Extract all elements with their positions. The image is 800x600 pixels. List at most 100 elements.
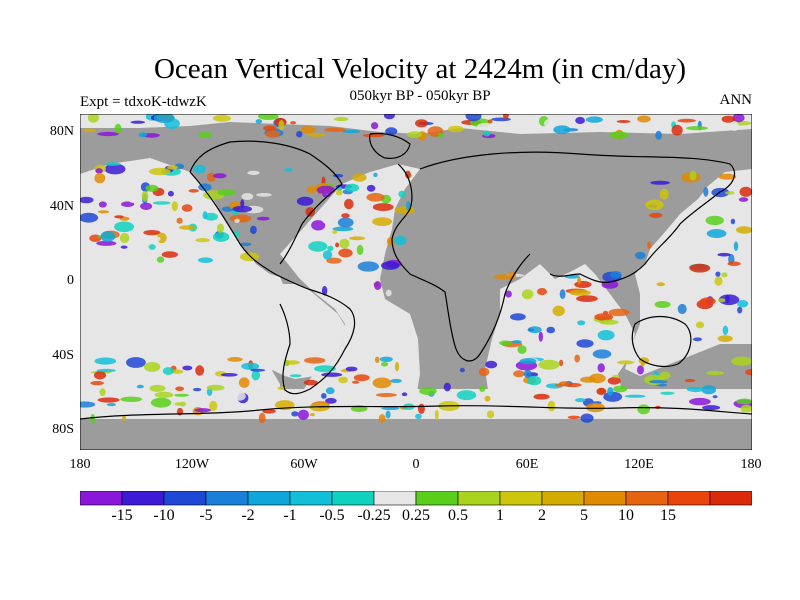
velocity-blob [239,252,260,262]
velocity-blob [209,400,218,411]
velocity-blob [304,357,326,364]
velocity-blob [83,128,96,133]
colorbar-box [331,491,375,506]
velocity-blob [599,319,619,325]
velocity-blob [655,130,662,140]
velocity-blob [373,172,378,178]
velocity-blob [736,398,752,405]
velocity-blob [437,132,443,139]
velocity-blob [258,412,266,424]
velocity-blob [721,272,728,278]
velocity-blob [544,118,557,129]
velocity-blob [96,368,116,373]
lat-label-0: 0 [67,273,74,288]
velocity-blob [677,118,696,123]
velocity-blob [640,361,645,367]
colorbar-box [541,491,585,506]
velocity-blob [353,374,370,382]
velocity-blob [730,121,739,132]
velocity-blob [284,168,293,172]
velocity-blob [502,114,509,119]
velocity-blob [699,297,716,305]
velocity-blob [379,356,393,362]
velocity-blob [715,271,721,277]
velocity-blob [95,168,103,174]
velocity-blob [262,409,276,414]
velocity-blob [338,376,348,384]
velocity-blob [194,408,212,413]
velocity-blob [487,119,493,124]
velocity-blob [309,413,315,417]
lat-label-80s: 80S [52,422,74,437]
velocity-blob [152,201,171,205]
velocity-blob [511,340,522,344]
velocity-blob [706,229,727,238]
velocity-blob [325,397,337,404]
velocity-blob [401,392,408,397]
velocity-blob [321,393,327,399]
velocity-blob [250,225,257,235]
velocity-blob [677,303,687,315]
velocity-blob [333,116,349,122]
velocity-blob [100,231,116,242]
velocity-blob [98,201,107,208]
velocity-blob [537,288,547,296]
colorbar-label: -2 [241,507,255,524]
velocity-blob [637,404,651,415]
velocity-blob [434,409,439,421]
velocity-blob [717,335,733,342]
velocity-blob [241,362,260,370]
velocity-blob [265,130,280,138]
velocity-blob [567,415,581,420]
colorbar-label: 10 [618,507,634,524]
velocity-blob [393,235,407,246]
velocity-blob [229,214,252,223]
velocity-blob [278,120,285,131]
velocity-blob [290,121,297,125]
velocity-blob [89,234,102,242]
velocity-blob [592,349,612,359]
velocity-blob [105,162,121,166]
colorbar-box [80,491,123,506]
velocity-blob [521,289,534,300]
velocity-blob [575,116,585,125]
coast-greenland [369,132,411,159]
velocity-blob [740,404,752,413]
velocity-anomalies [80,114,752,424]
velocity-blob [407,131,422,138]
velocity-blob [352,380,360,384]
velocity-blob [227,357,243,362]
season-label: ANN [719,92,753,108]
velocity-blob [607,377,621,385]
colorbar [80,491,752,506]
velocity-blob [732,114,745,123]
lat-label-40s: 40S [52,348,74,363]
colorbar-label: 0.5 [448,507,468,524]
velocity-blob [717,298,726,303]
velocity-blob [126,357,146,368]
velocity-blob [94,357,117,365]
velocity-blob [332,230,338,234]
velocity-blob [341,213,350,219]
velocity-blob [179,225,196,230]
velocity-blob [240,404,248,411]
velocity-blob [220,373,238,377]
velocity-blob [644,374,666,385]
velocity-blob [654,301,671,308]
velocity-blob [527,328,535,332]
colorbar-box [457,491,501,506]
velocity-blob [552,305,565,317]
colorbar-box [247,491,291,506]
velocity-blob [517,345,527,354]
velocity-blob [247,170,260,175]
velocity-blob [99,388,106,397]
velocity-blob [624,394,646,398]
velocity-blob [114,221,135,233]
velocity-blob [559,289,566,300]
velocity-blob [217,223,224,233]
velocity-blob [689,397,711,406]
velocity-blob [94,173,106,184]
velocity-blob [692,337,703,342]
velocity-blob [486,410,495,419]
velocity-blob [156,256,165,263]
